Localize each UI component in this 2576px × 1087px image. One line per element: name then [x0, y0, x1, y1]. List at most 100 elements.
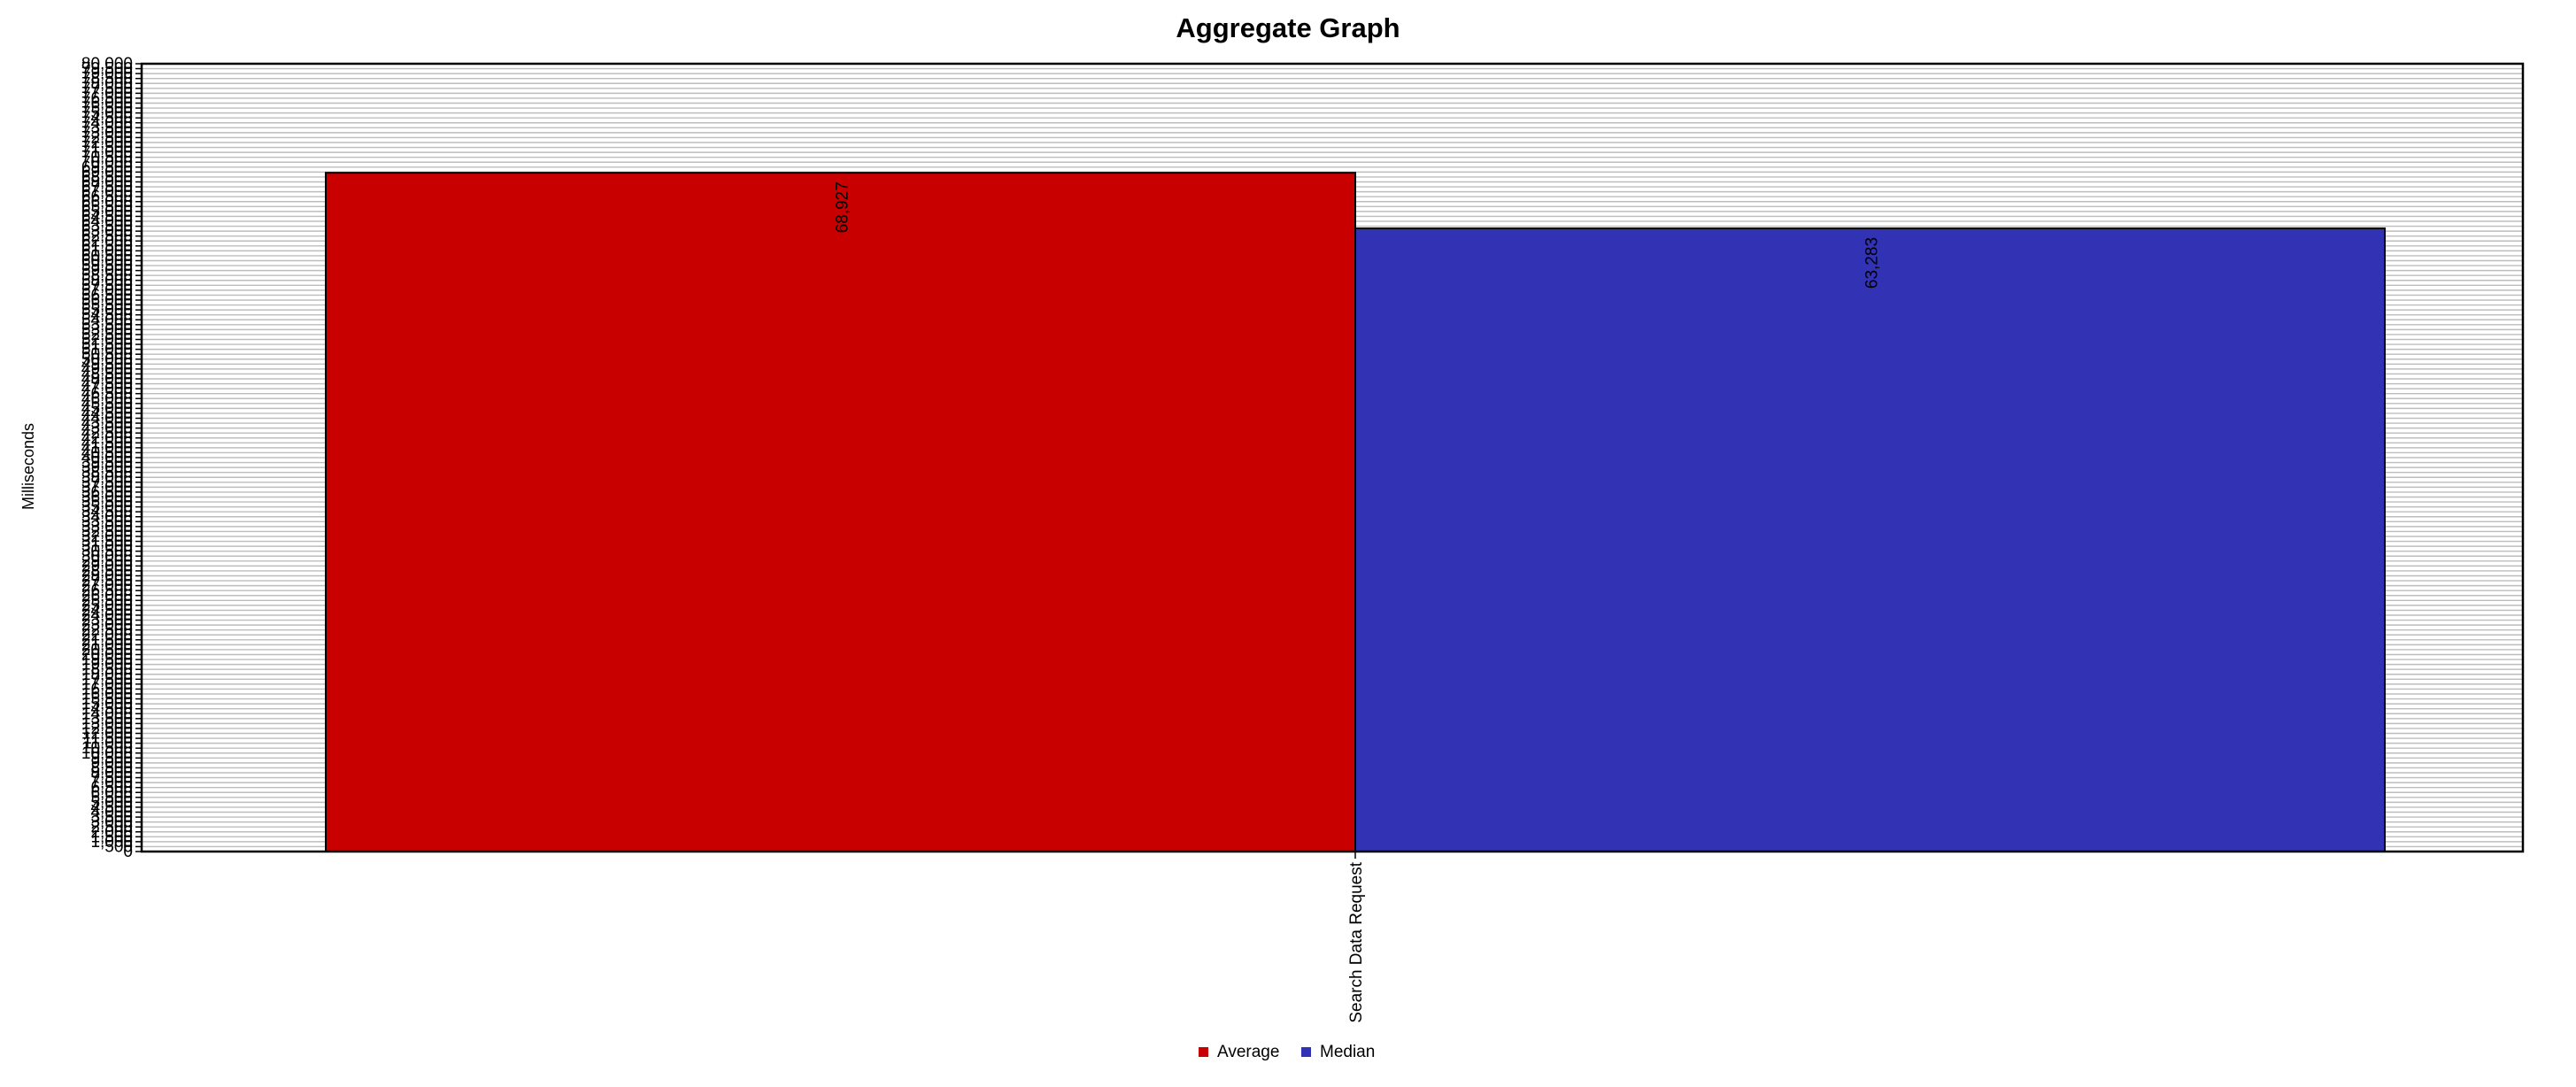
y-tick-label: 24,500: [81, 601, 133, 620]
y-tick-label: 54,000: [81, 311, 133, 329]
y-tick-label: 24,000: [81, 606, 133, 625]
y-tick-label: 1,500: [90, 828, 133, 846]
y-tick-label: 79,000: [81, 65, 133, 83]
y-tick-label: 26,000: [81, 587, 133, 605]
y-tick-label: 11,500: [82, 729, 133, 748]
y-tick-label: 2,500: [90, 818, 133, 836]
y-tick-label: 51,500: [81, 335, 133, 354]
y-tick-label: 69,500: [81, 158, 133, 177]
y-tick-label: 27,000: [81, 577, 133, 596]
y-tick-label: 71,000: [81, 143, 133, 162]
y-tick-label: 10,500: [81, 739, 133, 758]
y-tick-label: 80,000: [81, 55, 133, 73]
y-tick-label: 34,500: [81, 503, 133, 521]
y-tick-label: 54,500: [81, 306, 133, 325]
y-tick-label: 61,000: [81, 242, 133, 260]
y-tick-label: 5,000: [90, 793, 133, 812]
y-tick-label: 72,500: [81, 128, 133, 147]
y-tick-label: 57,000: [81, 281, 133, 300]
y-tick-label: 58,500: [81, 266, 133, 285]
y-tick-label: 21,000: [81, 636, 133, 654]
y-tick-label: 3,000: [90, 813, 133, 832]
y-tick-label: 73,000: [81, 124, 133, 143]
y-tick-label: 500: [104, 837, 133, 856]
y-tick-label: 1,000: [90, 833, 133, 852]
legend-label-median: Median: [1320, 1043, 1375, 1061]
y-tick-label: 14,000: [81, 705, 133, 723]
y-tick-label: 72,000: [81, 134, 133, 152]
y-tick-label: 58,000: [81, 272, 133, 290]
y-tick-label: 30,000: [81, 547, 133, 566]
y-tick-label: 55,500: [81, 297, 133, 315]
y-tick-label: 34,000: [81, 508, 133, 527]
y-tick-label: 18,000: [81, 666, 133, 684]
y-tick-label: 62,000: [81, 232, 133, 251]
y-tick-label: 25,500: [81, 591, 133, 610]
y-tick-label: 75,500: [81, 99, 133, 118]
y-tick-label: 31,000: [81, 537, 133, 556]
y-tick-label: 77,500: [81, 80, 133, 98]
y-tick-label: 9,500: [90, 749, 133, 767]
y-tick-label: 47,500: [81, 375, 133, 394]
y-tick-label: 45,500: [81, 395, 133, 413]
y-tick-label: 76,500: [81, 89, 133, 108]
y-tick-label: 23,500: [81, 612, 133, 630]
y-tick-label: 42,000: [81, 429, 133, 448]
plot-area: 05001,0001,5002,0002,5003,0003,5004,0004…: [81, 55, 2525, 1023]
legend-item-median: Median: [1301, 1043, 1375, 1061]
y-tick-label: 0: [123, 843, 133, 861]
y-tick-label: 44,000: [81, 410, 133, 428]
y-tick-label: 17,500: [81, 670, 133, 689]
y-tick-label: 22,000: [81, 626, 133, 644]
y-tick-label: 29,500: [81, 552, 133, 571]
y-tick-label: 48,500: [81, 365, 133, 383]
y-tick-label: 70,000: [81, 153, 133, 172]
y-tick-label: 53,500: [81, 316, 133, 335]
y-tick-label: 40,500: [81, 443, 133, 462]
y-tick-label: 62,500: [81, 227, 133, 246]
y-tick-label: 16,500: [81, 680, 133, 698]
y-tick-label: 38,000: [81, 468, 133, 487]
y-tick-label: 76,000: [81, 95, 133, 113]
y-tick-label: 33,000: [81, 518, 133, 536]
y-tick-label: 17,000: [81, 675, 133, 694]
y-tick-label: 31,500: [81, 533, 133, 551]
y-tick-label: 20,500: [81, 641, 133, 659]
y-tick-label: 52,000: [81, 331, 133, 350]
y-tick-label: 13,500: [81, 710, 133, 729]
y-tick-label: 6,000: [90, 783, 133, 802]
y-tick-label: 56,500: [81, 286, 133, 305]
y-tick-label: 55,000: [81, 301, 133, 320]
legend: Average Median: [1199, 1043, 1375, 1061]
y-tick-label: 56,000: [81, 291, 133, 310]
y-tick-label: 79,500: [81, 60, 133, 79]
y-tick-label: 66,500: [81, 188, 133, 206]
y-tick-label: 77,000: [81, 84, 133, 103]
y-tick-label: 39,500: [81, 454, 133, 473]
y-tick-label: 70,500: [81, 149, 133, 167]
y-tick-label: 53,000: [81, 320, 133, 339]
y-tick-label: 28,500: [81, 562, 133, 581]
y-tick-label: 6,500: [90, 779, 133, 798]
plot-border: [140, 62, 2525, 853]
y-tick-label: 12,000: [81, 725, 133, 744]
y-tick-label: 66,000: [81, 193, 133, 212]
y-tick-label: 47,000: [81, 380, 133, 398]
y-tick-label: 44,500: [81, 405, 133, 423]
y-tick-label: 42,500: [81, 424, 133, 443]
y-tick-label: 59,500: [81, 257, 133, 275]
data-label-average: 68,927: [834, 181, 852, 233]
y-tick-label: 33,500: [81, 513, 133, 531]
y-tick-label: 35,000: [81, 498, 133, 517]
y-tick-label: 2,000: [90, 823, 133, 842]
y-tick-label: 4,500: [90, 798, 133, 817]
y-tick-label: 60,500: [81, 247, 133, 266]
y-tick-label: 59,000: [81, 262, 133, 281]
y-tick-label: 78,500: [81, 70, 133, 89]
y-tick-label: 75,000: [81, 104, 133, 123]
y-tick-label: 43,000: [81, 420, 133, 438]
y-tick-label: 29,000: [81, 557, 133, 575]
y-tick-label: 49,000: [81, 360, 133, 379]
y-tick-label: 68,500: [81, 168, 133, 187]
y-tick-label: 41,500: [81, 434, 133, 452]
